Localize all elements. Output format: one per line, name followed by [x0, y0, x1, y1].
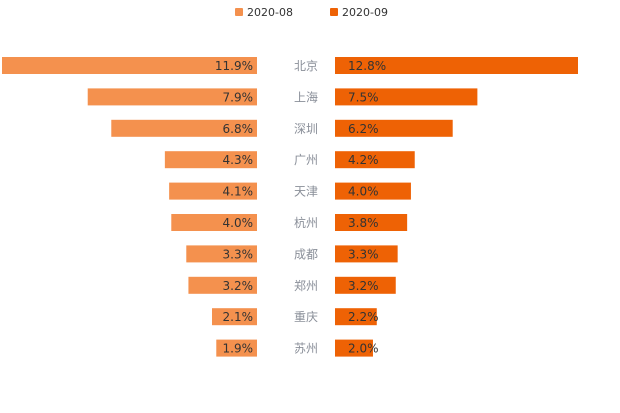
- value-label-2020-08-1: 7.9%: [223, 90, 254, 104]
- category-label-3: 广州: [294, 153, 318, 167]
- value-label-2020-08-8: 2.1%: [223, 310, 254, 324]
- category-label-6: 成都: [294, 247, 318, 261]
- category-label-2: 深圳: [294, 122, 318, 136]
- bar-2020-08-7: [188, 276, 257, 294]
- category-label-5: 杭州: [294, 215, 318, 230]
- legend-label-2020-09: 2020-09: [342, 6, 388, 19]
- chart-legend: 2020-08 2020-09: [235, 6, 388, 19]
- value-label-2020-09-8: 2.2%: [348, 310, 379, 324]
- value-label-2020-08-7: 3.2%: [223, 279, 254, 293]
- bar-2020-09-8: [335, 308, 377, 326]
- legend-label-2020-08: 2020-08: [247, 6, 293, 19]
- value-label-2020-09-6: 3.3%: [348, 247, 379, 261]
- value-label-2020-08-9: 1.9%: [223, 342, 254, 356]
- value-label-2020-08-3: 4.3%: [223, 153, 254, 167]
- bar-2020-08-2: [111, 119, 257, 137]
- value-label-2020-08-5: 4.0%: [223, 216, 254, 230]
- bar-2020-09-5: [335, 214, 408, 231]
- value-label-2020-08-0: 11.9%: [215, 59, 253, 73]
- value-label-2020-09-4: 4.0%: [348, 185, 379, 199]
- value-label-2020-08-6: 3.3%: [223, 247, 254, 261]
- value-label-2020-09-0: 12.8%: [348, 59, 386, 73]
- bar-2020-08-4: [169, 182, 257, 200]
- bar-2020-09-0: [335, 57, 578, 74]
- value-label-2020-09-5: 3.8%: [348, 216, 379, 230]
- value-label-2020-09-1: 7.5%: [348, 90, 379, 104]
- bar-2020-09-6: [335, 245, 398, 263]
- value-label-2020-09-3: 4.2%: [348, 153, 379, 167]
- value-label-2020-09-9: 2.0%: [348, 342, 379, 356]
- value-label-2020-09-2: 6.2%: [348, 122, 379, 136]
- legend-swatch-2020-08: [235, 8, 243, 16]
- bar-2020-08-1: [87, 88, 258, 106]
- bar-2020-08-5: [171, 214, 257, 231]
- category-label-0: 北京: [294, 59, 318, 73]
- bar-2020-09-3: [335, 151, 415, 169]
- bar-2020-09-4: [335, 182, 411, 200]
- bar-2020-08-6: [186, 245, 257, 263]
- category-label-9: 苏州: [294, 342, 318, 356]
- category-label-8: 重庆: [294, 310, 318, 324]
- bar-2020-09-9: [335, 339, 373, 357]
- bar-2020-08-3: [164, 151, 257, 169]
- chart-labels: 北京 11.9% 12.8% 上海 7.9% 7.5% 深圳 6.8% 6.2% 广州 4.3% 4.…: [215, 59, 386, 356]
- category-label-1: 上海: [294, 89, 318, 104]
- value-label-2020-09-7: 3.2%: [348, 279, 379, 293]
- category-label-4: 天津: [294, 185, 318, 199]
- bar-2020-08-8: [212, 308, 257, 326]
- value-label-2020-08-2: 6.8%: [223, 122, 254, 136]
- chart-bars: [2, 57, 578, 357]
- category-label-7: 郑州: [294, 278, 318, 293]
- legend-swatch-2020-09: [330, 8, 338, 16]
- value-label-2020-08-4: 4.1%: [223, 185, 254, 199]
- bar-2020-09-2: [335, 119, 453, 137]
- bar-2020-08-0: [2, 57, 257, 74]
- bar-2020-08-9: [216, 339, 257, 357]
- bar-2020-09-1: [335, 88, 478, 106]
- bar-2020-09-7: [335, 276, 396, 294]
